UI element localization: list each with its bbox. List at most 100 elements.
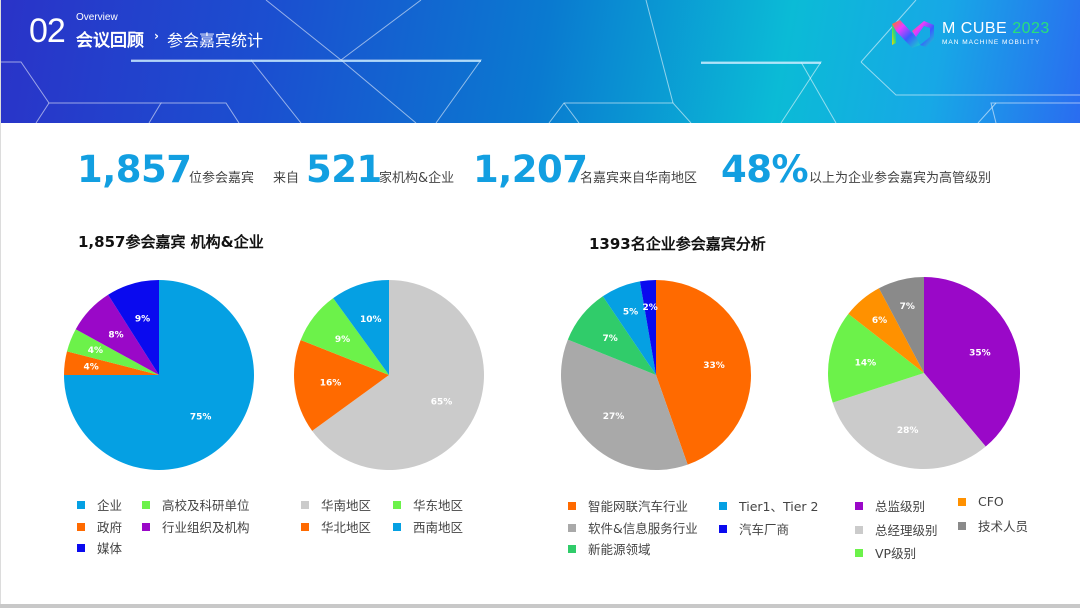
pie-slice [639,280,656,375]
pie-slice [828,313,924,403]
slice-label: 27% [603,412,625,422]
section-title: 会议回顾 [76,31,144,51]
infinity-cube-icon [892,20,934,48]
legend-item: 华东地区 [393,495,463,514]
legend-swatch [77,543,85,552]
section-number: 02 [29,12,66,50]
legend-item: 高校及科研单位 [142,495,250,514]
legend-swatch [719,524,727,533]
pie-slice [312,280,484,470]
right-section-title: 1393名企业参会嘉宾分析 [589,235,766,253]
pie-slice [64,351,159,375]
legend-swatch [958,497,966,506]
pie-slice [832,373,986,469]
slice-label: 2% [643,303,658,313]
legend-item: 政府 [77,517,122,536]
legend-swatch [855,525,863,534]
legend-item: 总监级别 [855,496,925,515]
mcube-logo: M CUBE 2023 MAN MACHINE MOBILITY [890,19,1049,49]
slice-label: 16% [320,378,342,388]
pie-slice [300,298,389,375]
legend-swatch [77,522,85,531]
slice-label: 7% [900,302,915,312]
stat-south-value: 1,207 [473,148,588,191]
logo-title: M CUBE 2023 [942,20,1050,37]
slice-label: 4% [88,346,103,356]
pie-chart-industry: 33% 27% 7% 5% 2% [561,280,752,470]
chevron-right-icon: › [154,29,159,43]
legend-swatch [142,500,150,509]
legend-item: Tier1、Tier 2 [719,496,819,515]
legend-swatch [393,522,401,531]
legend-item: CFO [958,494,1004,509]
legend-item: 华南地区 [301,495,371,514]
legend-item: 企业 [77,495,122,514]
slice-label: 33% [703,361,725,371]
pie-slice [848,288,924,373]
stat-exec-value: 48% [721,148,809,191]
pie-slice [656,280,752,465]
pie-chart-org-type: 75% 4% 4% 8% 9% [64,280,254,470]
stat-orgs-prefix: 来自 [273,171,300,186]
pie-chart-region: 65% 16% 9% 10% [294,280,484,470]
legend-item: VP级别 [855,543,916,562]
stat-south-label: 名嘉宾来自华南地区 [580,171,698,186]
stats-row: 1,857 位参会嘉宾 来自 521 家机构&企业 1,207 名嘉宾来自华南地… [1,148,1080,191]
pie-slice [75,294,159,375]
legend-item: 总经理级别 [855,520,938,539]
page-title: 参会嘉宾统计 [167,31,264,50]
legend-item: 汽车厂商 [719,519,789,538]
left-section-title: 1,857参会嘉宾 机构&企业 [78,233,264,251]
pie-slice [561,339,688,470]
legend-item: 新能源领域 [568,539,651,558]
decorative-lines [1,0,1080,123]
pie-slice [66,329,159,375]
slice-label: 35% [969,349,991,359]
header-banner: 02 Overview 会议回顾 › 参会嘉宾统计 [1,0,1080,123]
slice-label: 5% [623,308,638,318]
legend-swatch [77,500,85,509]
legend-item: 华北地区 [301,517,371,536]
legend-item: 软件&信息服务行业 [568,518,698,537]
legend-swatch [719,501,727,510]
stat-orgs-value: 521 [306,148,382,191]
legend-item: 智能网联汽车行业 [568,496,688,515]
legend-swatch [142,522,150,531]
legend-item: 媒体 [77,538,122,557]
stat-guests-value: 1,857 [77,148,192,191]
pie-slice [878,277,924,373]
slice-label: 9% [335,335,350,345]
legend-swatch [568,544,576,553]
stat-guests-label: 位参会嘉宾 [189,171,255,186]
stat-exec-label: 以上为企业参会嘉宾为高管级别 [809,171,992,186]
slice-label: 6% [872,316,887,326]
legend-swatch [855,548,863,557]
slide-shadow [0,604,1080,608]
legend-item: 行业组织及机构 [142,517,250,536]
legend-swatch [855,501,863,510]
slice-label: 9% [135,314,150,324]
slice-label: 8% [108,331,123,341]
legend-swatch [958,521,966,530]
slice-label: 14% [855,359,877,369]
legend-item: 西南地区 [393,517,463,536]
slice-label: 75% [190,413,212,423]
logo-subtitle: MAN MACHINE MOBILITY [942,39,1041,46]
slice-label: 4% [83,362,98,372]
slice-label: 10% [360,315,382,325]
pie-chart-level: 35% 28% 14% 6% 7% [828,277,1020,469]
pie-slice [602,281,656,375]
slice-label: 7% [603,334,618,344]
legend-swatch [568,501,576,510]
slice-label: 28% [897,426,919,436]
legend-swatch [393,500,401,509]
slice-label: 65% [431,398,453,408]
stat-orgs-label: 家机构&企业 [379,171,455,186]
pie-slice [333,280,389,375]
pie-slice [294,340,389,431]
legend-swatch [301,500,309,509]
pie-slice [567,296,656,375]
pie-slice [108,280,159,375]
overview-label: Overview [76,12,118,23]
